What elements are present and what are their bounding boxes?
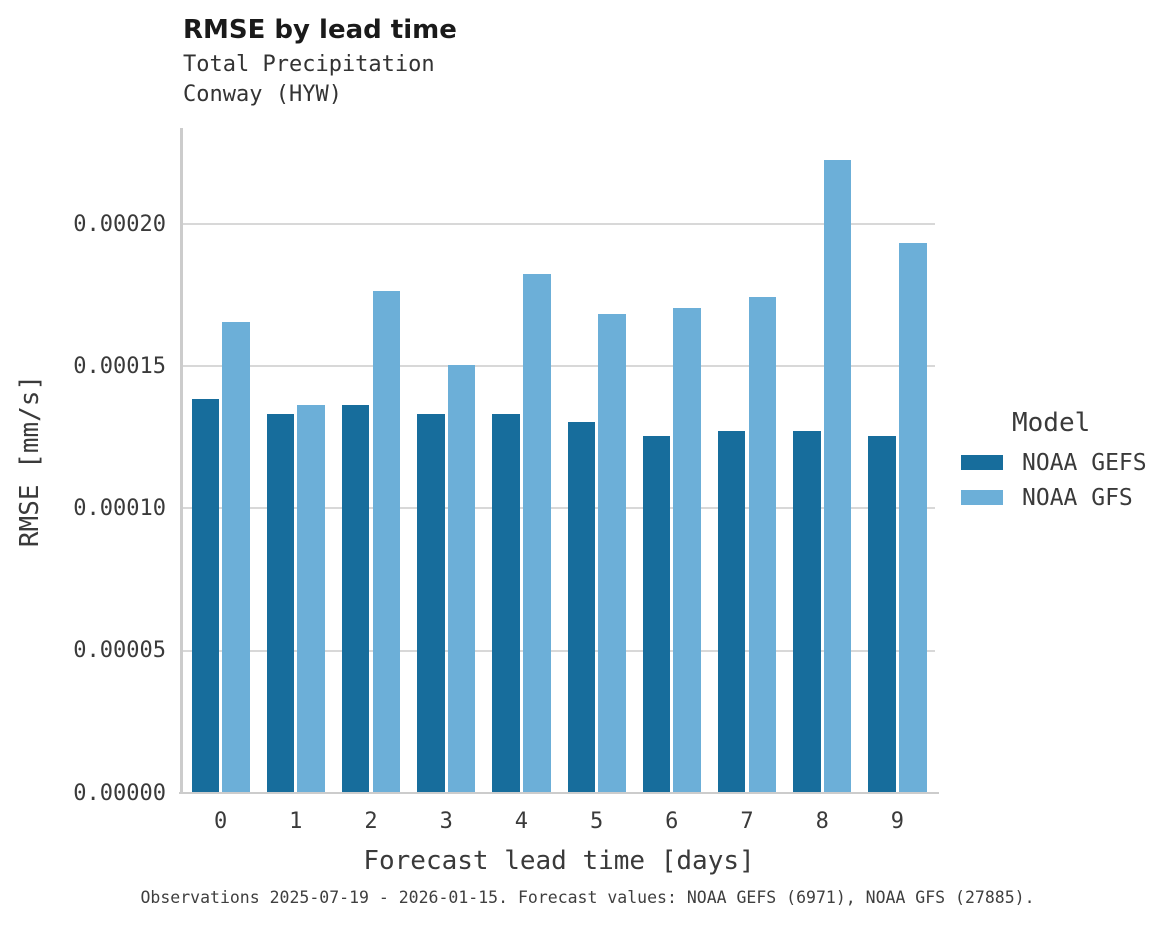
chart-subtitle-station: Conway (HYW) [183, 82, 342, 107]
bar-noaa-gfs-day-6 [673, 308, 701, 792]
gridline-0.00015 [183, 365, 935, 368]
bar-noaa-gfs-day-1 [297, 404, 325, 792]
x-axis-label: Forecast lead time [days] [363, 846, 755, 876]
y-tick-label: 0.00015 [73, 353, 166, 379]
plot-area [183, 128, 935, 792]
bar-noaa-gefs-day-7 [717, 430, 746, 792]
x-tick-label: 1 [289, 809, 303, 834]
legend-item-noaa-gefs: NOAA GEFS [958, 445, 1173, 480]
bar-noaa-gfs-day-0 [222, 322, 250, 792]
legend-swatch [961, 490, 1003, 505]
legend-label: NOAA GEFS [1022, 449, 1147, 476]
bar-noaa-gefs-day-6 [642, 436, 671, 792]
y-tick-label: 0.00000 [73, 780, 166, 806]
legend-label: NOAA GFS [1022, 484, 1133, 511]
bar-noaa-gefs-day-1 [266, 413, 295, 792]
footer-note: Observations 2025-07-19 - 2026-01-15. Fo… [140, 888, 1035, 907]
x-tick-label: 4 [514, 809, 529, 834]
y-axis-spine [180, 128, 183, 794]
y-tick-label: 0.00005 [73, 638, 166, 664]
legend-item-noaa-gfs: NOAA GFS [958, 480, 1173, 515]
bar-noaa-gefs-day-0 [191, 399, 219, 792]
x-tick-label: 8 [815, 809, 829, 834]
y-tick-label: 0.00010 [73, 496, 166, 522]
bar-noaa-gefs-day-5 [567, 422, 595, 792]
x-tick-label: 3 [439, 809, 453, 834]
y-tick-label: 0.00020 [73, 211, 166, 237]
x-tick-label: 9 [890, 809, 905, 834]
x-axis-baseline [179, 791, 939, 794]
gridline-0.00020 [183, 222, 935, 225]
bar-noaa-gfs-day-8 [823, 160, 852, 792]
bar-noaa-gfs-day-7 [748, 296, 777, 792]
bar-noaa-gfs-day-9 [899, 242, 927, 792]
x-tick-label: 2 [364, 809, 378, 834]
bar-noaa-gfs-day-2 [372, 291, 401, 792]
chart-subtitle-variable: Total Precipitation [183, 52, 435, 77]
title-block: RMSE by lead time Total Precipitation Co… [183, 14, 457, 110]
bar-noaa-gefs-day-3 [417, 413, 445, 792]
bar-noaa-gfs-day-4 [523, 274, 551, 792]
bar-noaa-gefs-day-8 [793, 430, 821, 792]
legend: Model NOAA GEFS NOAA GFS [958, 408, 1173, 515]
x-tick-label: 0 [213, 809, 228, 834]
gridline-0.00010 [183, 507, 935, 510]
legend-title: Model [1012, 408, 1091, 438]
bar-noaa-gfs-day-3 [447, 365, 476, 792]
legend-swatch [961, 455, 1003, 470]
gridline-0.00005 [183, 649, 935, 652]
chart-title: RMSE by lead time [183, 15, 457, 45]
x-tick-label: 7 [740, 809, 754, 834]
bar-noaa-gfs-day-5 [598, 313, 626, 792]
x-tick-label: 5 [589, 809, 604, 834]
bar-noaa-gefs-day-2 [341, 404, 370, 792]
bar-noaa-gefs-day-9 [868, 436, 896, 792]
x-tick-label: 6 [665, 809, 679, 834]
bar-noaa-gefs-day-4 [492, 413, 520, 792]
